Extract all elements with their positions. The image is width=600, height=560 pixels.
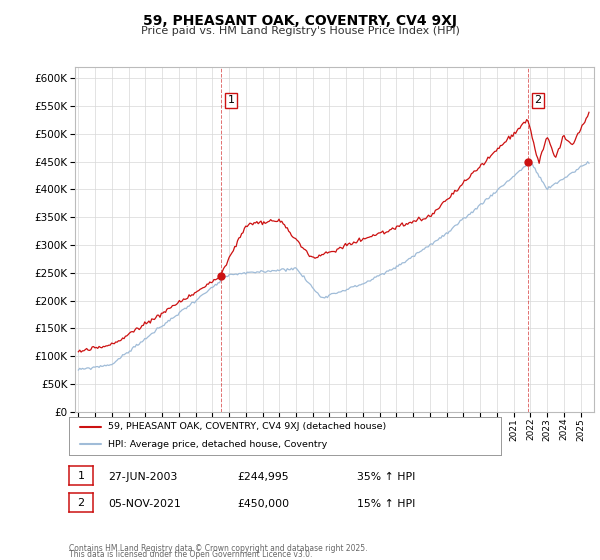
Text: 35% ↑ HPI: 35% ↑ HPI bbox=[357, 472, 415, 482]
Text: 15% ↑ HPI: 15% ↑ HPI bbox=[357, 499, 415, 509]
Text: This data is licensed under the Open Government Licence v3.0.: This data is licensed under the Open Gov… bbox=[69, 550, 313, 559]
Text: 59, PHEASANT OAK, COVENTRY, CV4 9XJ (detached house): 59, PHEASANT OAK, COVENTRY, CV4 9XJ (det… bbox=[108, 422, 386, 431]
Text: 1: 1 bbox=[77, 471, 85, 480]
Text: 1: 1 bbox=[227, 95, 235, 105]
Text: 27-JUN-2003: 27-JUN-2003 bbox=[108, 472, 178, 482]
Text: 59, PHEASANT OAK, COVENTRY, CV4 9XJ: 59, PHEASANT OAK, COVENTRY, CV4 9XJ bbox=[143, 14, 457, 28]
Text: 05-NOV-2021: 05-NOV-2021 bbox=[108, 499, 181, 509]
Text: Contains HM Land Registry data © Crown copyright and database right 2025.: Contains HM Land Registry data © Crown c… bbox=[69, 544, 367, 553]
Text: 2: 2 bbox=[77, 498, 85, 507]
Text: HPI: Average price, detached house, Coventry: HPI: Average price, detached house, Cove… bbox=[108, 440, 327, 449]
Text: £450,000: £450,000 bbox=[237, 499, 289, 509]
Text: Price paid vs. HM Land Registry's House Price Index (HPI): Price paid vs. HM Land Registry's House … bbox=[140, 26, 460, 36]
Text: £244,995: £244,995 bbox=[237, 472, 289, 482]
Text: 2: 2 bbox=[535, 95, 542, 105]
